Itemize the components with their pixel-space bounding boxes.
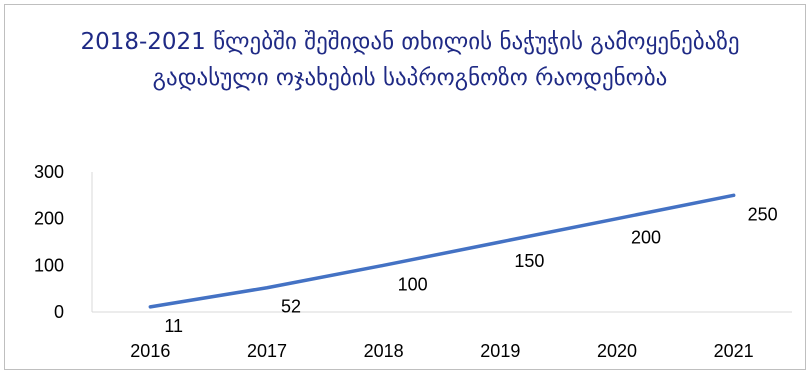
x-tick-label: 2021 — [714, 341, 754, 361]
data-label: 52 — [281, 297, 301, 317]
data-label: 100 — [398, 274, 428, 294]
chart-title: 2018-2021 წლებში შეშიდან თხილის ნაჭუჭის … — [80, 29, 740, 91]
series-layer — [148, 193, 736, 309]
x-tick-label: 2017 — [247, 341, 287, 361]
x-tick-label: 2019 — [480, 341, 520, 361]
x-tick-label: 2016 — [130, 341, 170, 361]
y-tick-label: 0 — [54, 302, 64, 322]
data-label: 150 — [514, 251, 544, 271]
y-tick-label: 300 — [34, 162, 64, 182]
data-label: 250 — [748, 204, 778, 224]
x-tick-label: 2018 — [364, 341, 404, 361]
data-label: 11 — [164, 316, 183, 336]
y-tick-label: 100 — [34, 255, 64, 275]
data-labels: 11 52 100 150 200 250 — [164, 204, 777, 336]
series-line — [148, 193, 736, 309]
x-axis-ticks: 2016 2017 2018 2019 2020 2021 — [130, 341, 753, 361]
chart-frame — [4, 4, 806, 370]
y-tick-label: 200 — [34, 209, 64, 229]
x-tick-label: 2020 — [597, 341, 637, 361]
y-axis-ticks: 0 100 200 300 — [34, 162, 64, 322]
data-label: 200 — [631, 228, 661, 248]
